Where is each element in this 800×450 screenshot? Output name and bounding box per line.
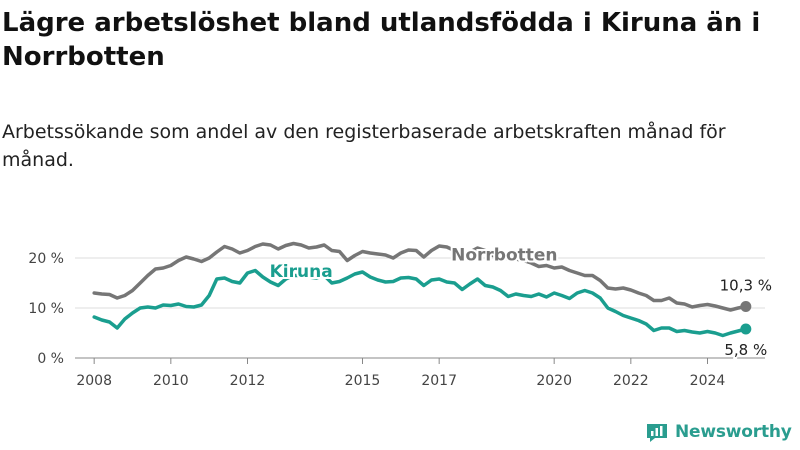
series-line-kiruna (94, 271, 746, 336)
x-tick-label: 2024 (690, 373, 726, 389)
series-line-norrbotten (94, 244, 746, 311)
x-tick-label: 2015 (345, 373, 381, 389)
end-value-label: 5,8 % (724, 341, 767, 359)
brand-name: Newsworthy (675, 422, 792, 442)
y-tick-label: 10 % (28, 301, 64, 317)
x-tick-label: 2012 (230, 373, 266, 389)
x-tick-label: 2022 (613, 373, 649, 389)
newsworthy-logo-icon (645, 420, 669, 444)
x-tick-label: 2020 (536, 373, 572, 389)
x-tick-label: 2008 (76, 373, 112, 389)
brand-logo[interactable]: Newsworthy (645, 420, 792, 444)
x-tick-label: 2010 (153, 373, 189, 389)
series-endpoint-norrbotten (740, 301, 751, 312)
line-chart: 0 % 10 % 20 % 2008 2010 2012 2015 2017 2020 2022 2… (0, 0, 800, 450)
series-label-kiruna: Kiruna (270, 262, 333, 282)
series-label-norrbotten: Norrbotten (451, 246, 557, 266)
x-tick-label: 2017 (421, 373, 457, 389)
y-tick-label: 20 % (28, 251, 64, 267)
end-value-label: 10,3 % (720, 277, 772, 295)
y-tick-label: 0 % (37, 351, 64, 367)
series-endpoint-kiruna (740, 324, 751, 335)
